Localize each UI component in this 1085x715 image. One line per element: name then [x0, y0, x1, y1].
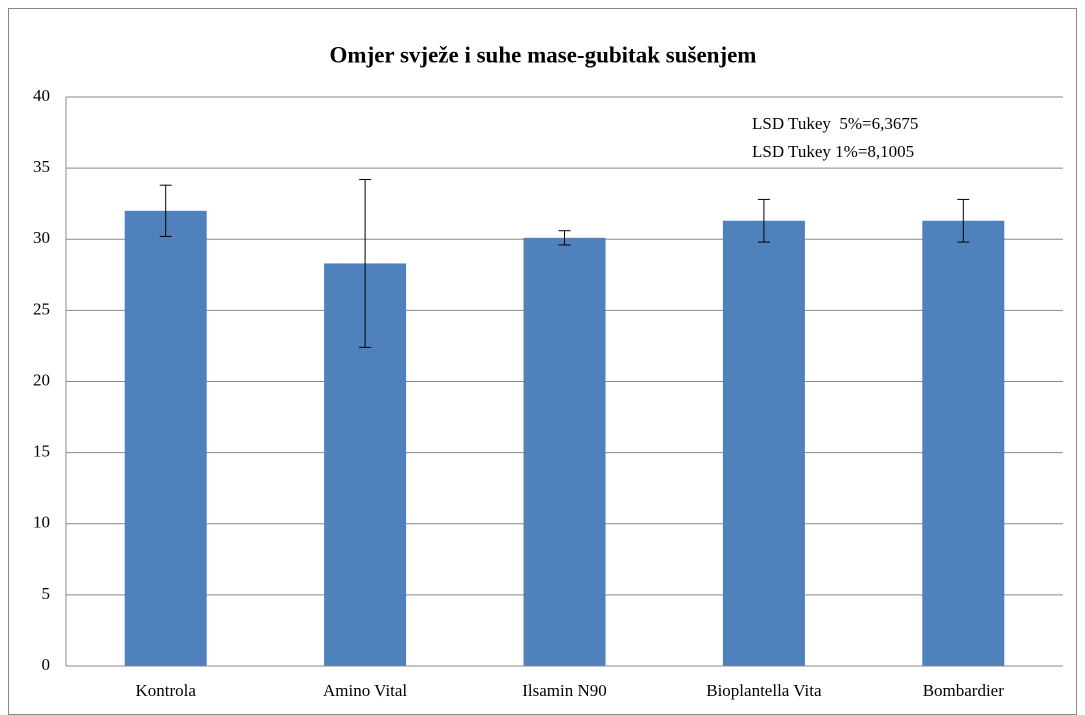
annotation: LSD Tukey 5%=6,3675 [752, 114, 918, 133]
y-tick-label: 25 [33, 299, 50, 318]
error-bar [558, 230, 571, 246]
bar [523, 237, 606, 666]
chart-title: Omjer svježe i suhe mase-gubitak sušenje… [330, 42, 757, 67]
x-tick-label: Ilsamin N90 [522, 681, 607, 700]
y-tick-label: 40 [33, 86, 50, 105]
x-tick-label: Bioplantella Vita [706, 681, 822, 700]
y-tick-label: 30 [33, 228, 50, 247]
y-tick-label: 35 [33, 157, 50, 176]
error-bar [957, 198, 970, 243]
y-tick-label: 5 [42, 584, 51, 603]
x-tick-label: Amino Vital [323, 681, 407, 700]
y-tick-label: 0 [42, 655, 51, 674]
error-bar [757, 198, 770, 243]
y-tick-label: 10 [33, 513, 50, 532]
bar [722, 220, 805, 666]
x-tick-label: Kontrola [135, 681, 196, 700]
annotation: LSD Tukey 1%=8,1005 [752, 142, 914, 161]
y-tick-label: 20 [33, 370, 50, 389]
error-bar [359, 179, 372, 348]
error-bar [159, 184, 172, 237]
bar [922, 220, 1005, 666]
y-tick-label: 15 [33, 442, 50, 461]
x-tick-label: Bombardier [923, 681, 1005, 700]
bar [124, 210, 207, 667]
